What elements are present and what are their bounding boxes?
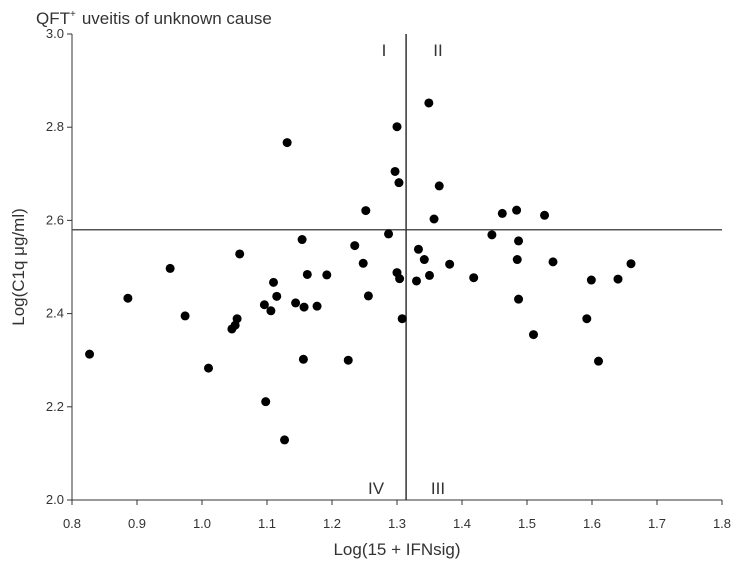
data-point	[469, 273, 478, 282]
x-tick-label: 0.9	[128, 516, 146, 531]
y-tick-label: 2.6	[46, 212, 64, 227]
data-point	[233, 314, 242, 323]
data-point	[430, 215, 439, 224]
x-tick-label: 1.3	[388, 516, 406, 531]
x-axis-label: Log(15 + IFNsig)	[333, 540, 460, 559]
data-point	[549, 257, 558, 266]
quadrant-label-2: II	[433, 41, 442, 60]
data-point	[614, 275, 623, 284]
data-point	[269, 278, 278, 287]
data-point	[391, 167, 400, 176]
x-tick-label: 1.6	[583, 516, 601, 531]
y-tick-label: 2.8	[46, 119, 64, 134]
x-tick-label: 1.7	[648, 516, 666, 531]
data-point	[424, 98, 433, 107]
data-point	[445, 260, 454, 269]
data-point	[594, 357, 603, 366]
data-point	[364, 291, 373, 300]
y-tick-label: 3.0	[46, 26, 64, 41]
data-point	[322, 270, 331, 279]
data-point	[498, 209, 507, 218]
data-point	[123, 294, 132, 303]
x-ticks: 0.8 0.9 1.0 1.1 1.2 1.3 1.4 1.5 1.6 1.7 1.8	[63, 500, 731, 531]
data-point	[529, 330, 538, 339]
chart-title: QFT+ uveitis of unknown cause	[36, 9, 272, 28]
data-point	[266, 306, 275, 315]
data-point	[414, 245, 423, 254]
data-point	[280, 435, 289, 444]
quadrant-label-3: III	[431, 479, 445, 498]
data-point	[272, 292, 281, 301]
x-tick-label: 1.0	[193, 516, 211, 531]
y-tick-label: 2.4	[46, 306, 64, 321]
data-point	[582, 314, 591, 323]
data-point	[261, 397, 270, 406]
data-point	[540, 211, 549, 220]
data-point	[398, 314, 407, 323]
data-point	[300, 303, 309, 312]
data-point	[435, 181, 444, 190]
y-tick-label: 2.0	[46, 492, 64, 507]
quadrant-label-4: IV	[368, 479, 385, 498]
data-point	[298, 235, 307, 244]
data-point	[420, 255, 429, 264]
data-point	[235, 249, 244, 258]
data-point	[166, 264, 175, 273]
data-point	[283, 138, 292, 147]
data-point	[303, 270, 312, 279]
x-tick-label: 1.2	[323, 516, 341, 531]
x-tick-label: 1.4	[453, 516, 471, 531]
data-point	[514, 236, 523, 245]
x-tick-label: 1.5	[518, 516, 536, 531]
data-point	[204, 364, 213, 373]
data-point	[299, 355, 308, 364]
data-point	[361, 206, 370, 215]
x-tick-label: 0.8	[63, 516, 81, 531]
data-point	[384, 229, 393, 238]
chart-subtitle: uveitis of unknown cause	[82, 9, 272, 28]
data-point	[359, 259, 368, 268]
y-tick-label: 2.2	[46, 399, 64, 414]
data-point	[487, 230, 496, 239]
data-point	[313, 302, 322, 311]
title-superscript: +	[70, 9, 76, 20]
data-point	[350, 241, 359, 250]
quadrant-label-1: I	[382, 41, 387, 60]
data-point	[395, 274, 404, 283]
data-point	[512, 206, 521, 215]
data-point	[344, 356, 353, 365]
data-point	[513, 255, 522, 264]
data-points	[85, 98, 635, 444]
y-ticks: 2.0 2.2 2.4 2.6 2.8 3.0	[46, 26, 72, 507]
data-point	[627, 259, 636, 268]
data-point	[412, 276, 421, 285]
data-point	[85, 350, 94, 359]
data-point	[514, 295, 523, 304]
y-axis-label: Log(C1q μg/ml)	[9, 208, 28, 326]
data-point	[393, 122, 402, 131]
data-point	[181, 311, 190, 320]
data-point	[425, 271, 434, 280]
data-point	[587, 276, 596, 285]
x-tick-label: 1.8	[713, 516, 731, 531]
data-point	[394, 178, 403, 187]
data-point	[291, 298, 300, 307]
x-tick-label: 1.1	[258, 516, 276, 531]
